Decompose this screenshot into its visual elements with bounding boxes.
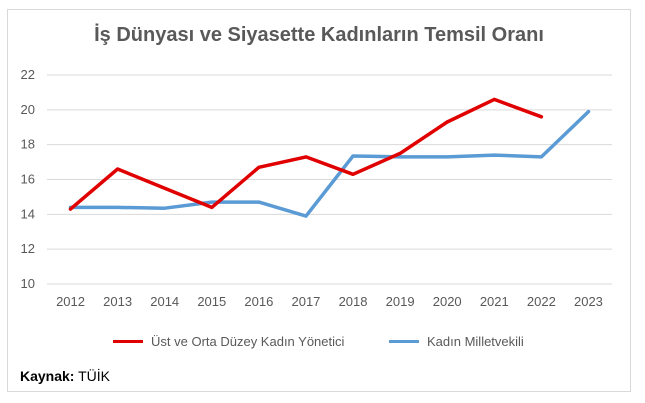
data-point-milletvekili [257,200,261,204]
x-tick-label: 2013 [103,294,132,309]
data-point-milletvekili [116,205,120,209]
data-point-yonetici [210,205,214,209]
data-point-yonetici [163,186,167,190]
x-tick-label: 2017 [291,294,320,309]
y-tick-label: 16 [21,172,35,187]
series-line-milletvekili [68,109,591,218]
legend-swatch-yonetici [113,340,143,343]
x-tick-label: 2020 [433,294,462,309]
y-tick-label: 18 [21,137,35,152]
legend-label-milletvekili: Kadın Milletvekili [427,334,524,349]
data-point-yonetici [304,155,308,159]
data-point-yonetici [398,151,402,155]
data-point-milletvekili [210,200,214,204]
y-tick-label: 14 [21,206,35,221]
data-point-yonetici [257,165,261,169]
x-tick-label: 2018 [339,294,368,309]
data-point-milletvekili [492,153,496,157]
y-tick-label: 20 [21,102,35,117]
chart-title: İş Dünyası ve Siyasette Kadınların Temsi… [94,24,544,46]
y-tick-label: 12 [21,241,35,256]
data-point-milletvekili [163,206,167,210]
data-point-yonetici [539,115,543,119]
x-tick-label: 2022 [527,294,556,309]
y-tick-label: 22 [21,67,35,82]
x-tick-label: 2016 [244,294,273,309]
data-point-yonetici [445,120,449,124]
legend-swatch-milletvekili [389,340,419,343]
data-point-milletvekili [398,155,402,159]
data-point-milletvekili [539,155,543,159]
data-point-yonetici [351,172,355,176]
data-point-milletvekili [445,155,449,159]
source-label: Kaynak: [20,368,75,384]
x-tick-label: 2014 [150,294,179,309]
x-tick-label: 2023 [574,294,603,309]
y-tick-label: 10 [21,276,35,291]
data-point-milletvekili [304,214,308,218]
data-point-yonetici [492,97,496,101]
legend-item-yonetici: Üst ve Orta Düzey Kadın Yönetici [113,334,344,349]
legend-label-yonetici: Üst ve Orta Düzey Kadın Yönetici [151,334,345,349]
x-tick-label: 2015 [197,294,226,309]
legend-item-milletvekili: Kadın Milletvekili [389,334,524,349]
source-note: Kaynak: TÜİK [20,368,110,384]
data-point-milletvekili [586,110,590,114]
x-tick-label: 2019 [386,294,415,309]
data-point-yonetici [116,167,120,171]
data-point-yonetici [69,207,73,211]
source-value: TÜİK [78,368,110,384]
data-point-milletvekili [351,154,355,158]
x-tick-label: 2012 [56,294,85,309]
x-tick-label: 2021 [480,294,509,309]
